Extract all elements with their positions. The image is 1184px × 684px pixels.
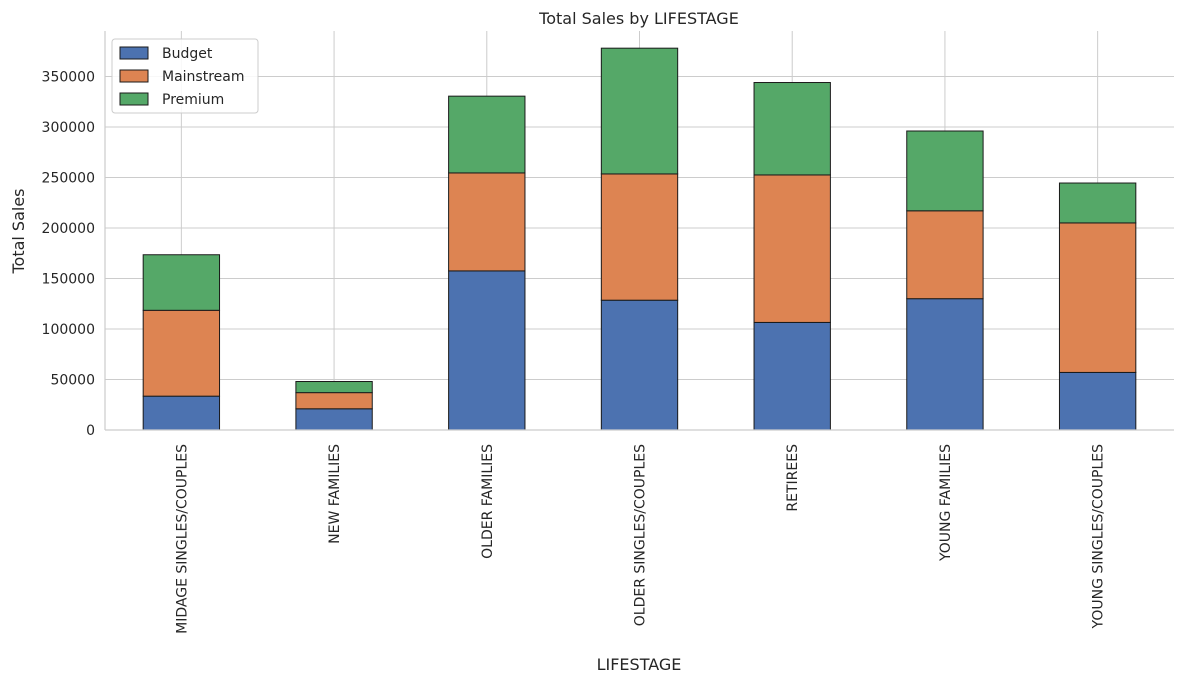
legend-label-premium: Premium — [162, 92, 224, 108]
legend-swatch-budget — [119, 46, 149, 60]
bar-mainstream-3 — [600, 173, 679, 301]
bar-premium-0 — [142, 254, 221, 311]
x-tick-label: NEW FAMILIES — [327, 444, 343, 544]
y-tick-label: 200000 — [42, 221, 95, 237]
x-axis-title: LIFESTAGE — [597, 655, 682, 674]
bar-premium-1 — [295, 381, 373, 394]
bar-mainstream-5 — [906, 210, 984, 300]
bar-premium-4 — [753, 82, 831, 176]
y-tick-label: 0 — [86, 423, 95, 439]
bar-premium-6 — [1058, 182, 1137, 224]
bars — [142, 47, 1137, 431]
bar-mainstream-0 — [142, 309, 221, 397]
bar-mainstream-4 — [753, 174, 831, 323]
x-tick-label: RETIREES — [785, 444, 801, 512]
bar-premium-3 — [600, 47, 679, 175]
legend-label-budget: Budget — [162, 46, 213, 62]
y-tick-label: 350000 — [42, 69, 95, 85]
bar-budget-4 — [753, 321, 831, 431]
axes — [104, 31, 1174, 431]
legend-swatch-mainstream — [119, 69, 149, 83]
y-tick-label: 250000 — [42, 170, 95, 186]
x-tick-label: MIDAGE SINGLES/COUPLES — [174, 444, 190, 634]
x-tick-label: YOUNG FAMILIES — [938, 444, 954, 562]
bar-budget-3 — [600, 299, 679, 431]
legend-swatch-premium — [119, 92, 149, 106]
y-tick-labels: 0 50000 100000 150000 200000 250000 300000 3500… — [42, 69, 95, 439]
y-tick-label: 150000 — [42, 271, 95, 287]
chart-title: Total Sales by LIFESTAGE — [538, 9, 739, 28]
legend-label-mainstream: Mainstream — [162, 69, 244, 85]
y-tick-label: 300000 — [42, 120, 95, 136]
bar-budget-2 — [448, 270, 526, 431]
bar-premium-2 — [448, 95, 526, 174]
bar-mainstream-1 — [295, 392, 373, 410]
bar-budget-5 — [906, 298, 984, 431]
y-tick-label: 100000 — [42, 322, 95, 338]
y-tick-label: 50000 — [50, 372, 95, 388]
x-tick-labels: MIDAGE SINGLES/COUPLES NEW FAMILIES OLDER … — [174, 444, 1106, 634]
x-tick-label: OLDER SINGLES/COUPLES — [633, 444, 649, 626]
bar-premium-5 — [906, 130, 984, 212]
x-tick-label: OLDER FAMILIES — [480, 444, 496, 559]
y-axis-title: Total Sales — [9, 188, 28, 274]
legend: Budget Mainstream Premium — [111, 38, 259, 114]
bar-budget-6 — [1058, 371, 1137, 431]
bar-budget-1 — [295, 408, 373, 431]
bar-mainstream-2 — [448, 172, 526, 272]
bar-budget-0 — [142, 395, 221, 431]
x-tick-label: YOUNG SINGLES/COUPLES — [1091, 444, 1107, 630]
bar-mainstream-6 — [1058, 222, 1137, 373]
